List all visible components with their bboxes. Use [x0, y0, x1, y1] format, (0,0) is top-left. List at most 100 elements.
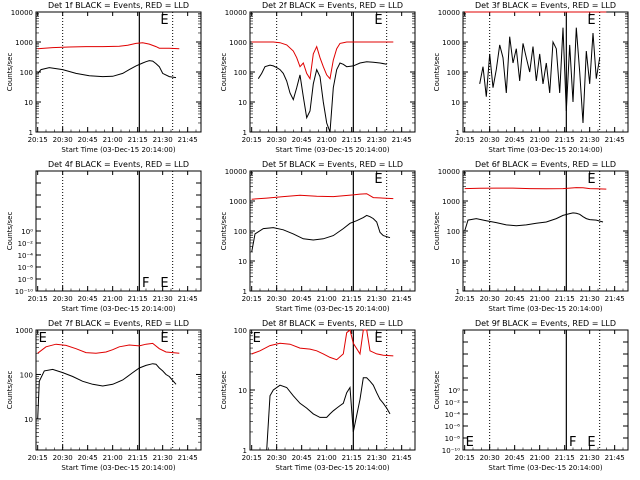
x-tick-label: 20:30 [53, 454, 73, 462]
x-tick-label: 20:30 [267, 136, 287, 144]
y-tick-label: 100 [447, 228, 460, 236]
y-axis-label: Counts/sec [220, 212, 228, 251]
marker-label: E [587, 435, 595, 450]
x-tick-label: 21:30 [367, 454, 387, 462]
lld-series-line [37, 42, 180, 50]
y-tick-label: 10⁻² [445, 399, 461, 407]
y-axis-label: Counts/sec [6, 53, 14, 92]
marker-label: E [160, 13, 168, 28]
lld-series-line [464, 187, 607, 190]
x-tick-label: 21:00 [317, 454, 337, 462]
chart-panel-4: Det 4f BLACK = Events, RED = LLD 10⁻¹⁰ 10⁻… [6, 160, 202, 313]
y-tick-label: 100 [20, 69, 33, 77]
y-tick-label: 10 [451, 258, 460, 266]
x-tick-label: 21:45 [392, 136, 412, 144]
y-tick-label: 10⁻¹⁰ [15, 288, 33, 296]
marker-label: E [587, 172, 595, 187]
y-tick-label: 10 [24, 99, 33, 107]
x-tick-label: 21:15 [555, 454, 575, 462]
x-tick-label: 20:30 [53, 136, 73, 144]
x-tick-label: 21:15 [128, 454, 148, 462]
y-tick-label: 10000 [225, 9, 247, 17]
x-tick-label: 21:00 [103, 295, 123, 303]
panel-title: Det 3f BLACK = Events, RED = LLD [475, 1, 616, 10]
x-tick-label: 21:30 [367, 136, 387, 144]
y-tick-label: 100 [234, 228, 247, 236]
y-tick-label: 1000 [442, 198, 460, 206]
x-axis-label: Start Time (03-Dec-15 20:14:00) [275, 146, 389, 154]
x-tick-label: 21:30 [367, 295, 387, 303]
x-tick-label: 21:30 [580, 454, 600, 462]
events-series-line [479, 27, 601, 124]
x-tick-label: 21:00 [530, 136, 550, 144]
x-axis-label: Start Time (03-Dec-15 20:14:00) [275, 464, 389, 472]
y-tick-label: 10 [238, 387, 247, 395]
x-tick-label: 21:00 [103, 136, 123, 144]
x-tick-label: 21:45 [605, 454, 625, 462]
panel-title: Det 9f BLACK = Events, RED = LLD [475, 319, 616, 328]
y-tick-label: 1000 [15, 39, 33, 47]
y-tick-label: 1000 [15, 327, 33, 335]
y-tick-label: 100 [234, 69, 247, 77]
x-axis-label: Start Time (03-Dec-15 20:14:00) [488, 146, 602, 154]
x-tick-label: 20:45 [78, 295, 98, 303]
y-tick-label: 10000 [438, 9, 460, 17]
y-tick-label: 1000 [229, 39, 247, 47]
chart-panel-1: Det 1f BLACK = Events, RED = LLD 1 10 100 10… [6, 1, 202, 154]
y-tick-label: 10 [238, 99, 247, 107]
x-tick-label: 20:45 [505, 454, 525, 462]
panel-title: Det 6f BLACK = Events, RED = LLD [475, 160, 616, 169]
events-series-line [37, 60, 177, 79]
marker-label: E [160, 276, 168, 291]
y-tick-label: 1 [456, 288, 460, 296]
y-tick-label: 10⁰ [21, 228, 33, 236]
events-series-line [257, 61, 387, 133]
chart-panel-8: Det 8f BLACK = Events, RED = LLD 1 10 100 20… [220, 319, 416, 472]
lld-series-line [37, 342, 180, 354]
events-series-line [37, 363, 177, 419]
plot-frame [35, 329, 202, 451]
chart-panel-5: Det 5f BLACK = Events, RED = LLD 1 10 100 10… [220, 160, 416, 313]
chart-panel-9: Det 9f BLACK = Events, RED = LLD 10⁻¹⁰ 10⁻… [433, 319, 629, 472]
x-axis-label: Start Time (03-Dec-15 20:14:00) [275, 305, 389, 313]
x-tick-label: 21:45 [178, 454, 198, 462]
x-tick-label: 20:45 [505, 136, 525, 144]
x-axis-label: Start Time (03-Dec-15 20:14:00) [488, 464, 602, 472]
panel-title: Det 2f BLACK = Events, RED = LLD [262, 1, 403, 10]
y-tick-label: 10⁻⁶ [445, 423, 461, 431]
x-tick-label: 21:45 [605, 136, 625, 144]
y-tick-label: 1 [243, 129, 247, 137]
x-tick-label: 21:00 [103, 454, 123, 462]
x-tick-label: 20:15 [455, 454, 475, 462]
x-tick-label: 20:15 [455, 295, 475, 303]
x-tick-label: 20:45 [292, 454, 312, 462]
y-axis-label: Counts/sec [433, 212, 441, 251]
y-tick-label: 10⁻⁴ [18, 252, 34, 260]
x-tick-label: 21:15 [128, 136, 148, 144]
x-tick-label: 20:45 [292, 136, 312, 144]
x-tick-label: 21:15 [342, 136, 362, 144]
x-tick-label: 20:45 [505, 295, 525, 303]
x-tick-label: 21:45 [392, 295, 412, 303]
y-tick-label: 1 [243, 447, 247, 455]
x-tick-label: 21:15 [128, 295, 148, 303]
marker-label: E [374, 331, 382, 346]
x-tick-label: 20:15 [242, 454, 262, 462]
y-tick-label: 1000 [442, 39, 460, 47]
marker-label: E [466, 435, 474, 450]
y-tick-label: 10 [238, 258, 247, 266]
x-tick-label: 20:30 [267, 454, 287, 462]
x-tick-label: 20:30 [267, 295, 287, 303]
x-tick-label: 20:45 [292, 295, 312, 303]
y-tick-label: 1000 [229, 198, 247, 206]
events-series-line [464, 212, 604, 232]
x-tick-label: 21:45 [392, 454, 412, 462]
x-tick-label: 20:15 [455, 136, 475, 144]
y-axis-label: Counts/sec [6, 212, 14, 251]
panel-title: Det 1f BLACK = Events, RED = LLD [48, 1, 189, 10]
y-tick-label: 10⁰ [448, 387, 460, 395]
x-tick-label: 21:30 [153, 454, 173, 462]
marker-label: E [39, 331, 47, 346]
y-tick-label: 100 [20, 371, 33, 379]
y-tick-label: 100 [234, 327, 247, 335]
